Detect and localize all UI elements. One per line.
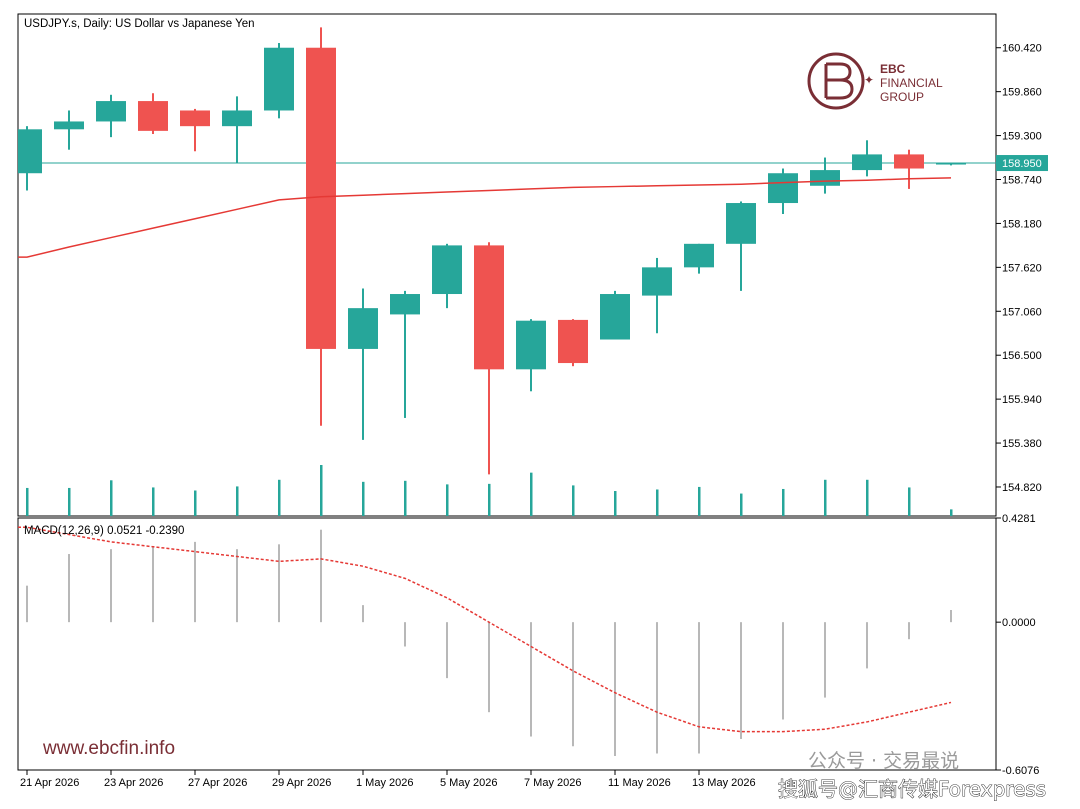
volume-bar [698, 486, 701, 516]
candle-body [18, 129, 42, 174]
price-tick-label: 159.300 [1002, 131, 1042, 143]
x-tick-label: 23 Apr 2026 [104, 777, 163, 789]
logo-line-1: EBC [880, 62, 906, 76]
candle-body [558, 319, 588, 364]
price-tick-label: 157.060 [1002, 306, 1042, 318]
candle-body [600, 294, 630, 340]
candle-body [810, 170, 840, 186]
macd-panel: 21 Apr 2026 23 Apr 2026 27 Apr 2026 29 Apr … [17, 513, 1039, 789]
volume-bar [782, 488, 785, 516]
x-tick-label: 11 May 2026 [608, 777, 671, 789]
macd-tick-label: 0.4281 [1002, 513, 1036, 525]
candle-body [474, 245, 504, 370]
candle-body [684, 243, 714, 268]
candle-body [936, 163, 966, 165]
price-tick-label: 155.380 [1002, 438, 1042, 450]
candle-body [642, 267, 672, 296]
candle-body [390, 294, 420, 315]
watermark-wechat: 公众号 · 交易最说 [808, 750, 959, 772]
candle-body [348, 308, 378, 349]
volume-bar [404, 480, 407, 516]
candle-body [726, 203, 756, 244]
volume-bar [194, 490, 197, 516]
candle-body [852, 154, 882, 171]
candle-body [96, 101, 126, 122]
volume-bar [152, 487, 155, 516]
macd-panel-frame [17, 517, 997, 771]
volume-bar [110, 480, 113, 516]
ebc-logo-mark [824, 62, 854, 100]
volume-bar [236, 486, 239, 516]
volume-bar [26, 487, 29, 516]
x-tick-label: 7 May 2026 [524, 777, 581, 789]
logo-line-3: GROUP [880, 90, 924, 104]
price-tick-label: 159.860 [1002, 87, 1042, 99]
candle-body [264, 47, 294, 111]
price-tick-label: 156.500 [1002, 350, 1042, 362]
candle-body [768, 173, 798, 204]
volume-bar [908, 487, 911, 516]
price-tick-label: 160.420 [1002, 43, 1042, 55]
candle-body [516, 320, 546, 370]
candle-body [432, 245, 462, 295]
candle-body [180, 110, 210, 127]
macd-signal-line [18, 526, 952, 733]
macd-tick-label: -0.6076 [1002, 765, 1039, 777]
x-tick-label: 27 Apr 2026 [188, 777, 247, 789]
price-tick-label: 154.820 [1002, 482, 1042, 494]
volume-bar [446, 484, 449, 516]
macd-title: MACD(12,26,9) 0.0521 -0.2390 [24, 525, 184, 537]
price-panel: 160.420 159.860 159.300 158.740 158.180 157.6… [17, 13, 1048, 517]
price-tick-label: 158.740 [1002, 175, 1042, 187]
ebc-logo-emblem [807, 52, 865, 110]
website-url: www.ebcfin.info [42, 738, 175, 759]
price-tick-label: 158.180 [1002, 218, 1042, 230]
volume-bar [278, 479, 281, 516]
volume-bar [530, 472, 533, 516]
x-tick-label: 13 May 2026 [692, 777, 756, 789]
volume-bar [614, 491, 617, 516]
volume-bar [68, 487, 71, 516]
chart-title: USDJPY.s, Daily: US Dollar vs Japanese Y… [24, 18, 255, 30]
macd-tick-label: 0.0000 [1002, 617, 1036, 629]
x-tick-label: 29 Apr 2026 [272, 777, 331, 789]
watermark-sohu: 搜狐号@汇商传媒Forexpress [778, 777, 1046, 801]
ebc-logo-star-icon: ✦ [864, 73, 874, 87]
candle-body [138, 101, 168, 131]
volume-bar [740, 493, 743, 516]
x-tick-label: 5 May 2026 [440, 777, 497, 789]
volume-bar [572, 485, 575, 516]
volume-bar [950, 509, 953, 516]
volume-bar [656, 489, 659, 516]
candle-body [54, 121, 84, 130]
volume-bar [362, 481, 365, 516]
x-tick-label: 1 May 2026 [356, 777, 413, 789]
volume-bar [824, 479, 827, 516]
price-panel-frame [17, 13, 997, 517]
logo-line-2: FINANCIAL [880, 76, 943, 90]
x-tick-label: 21 Apr 2026 [20, 777, 79, 789]
moving-average-line [18, 177, 952, 258]
price-tick-label: 157.620 [1002, 262, 1042, 274]
price-tick-label: 155.940 [1002, 394, 1042, 406]
current-price-tag [996, 155, 1048, 172]
current-price-label: 158.950 [1002, 158, 1042, 170]
candle-body [894, 154, 924, 169]
volume-bar [488, 483, 491, 516]
volume-bar [320, 465, 323, 516]
volume-bar [866, 479, 869, 516]
candle-body [222, 110, 252, 127]
candle-body [306, 47, 336, 349]
ebc-logo: ✦ EBC FINANCIAL GROUP [807, 52, 943, 110]
